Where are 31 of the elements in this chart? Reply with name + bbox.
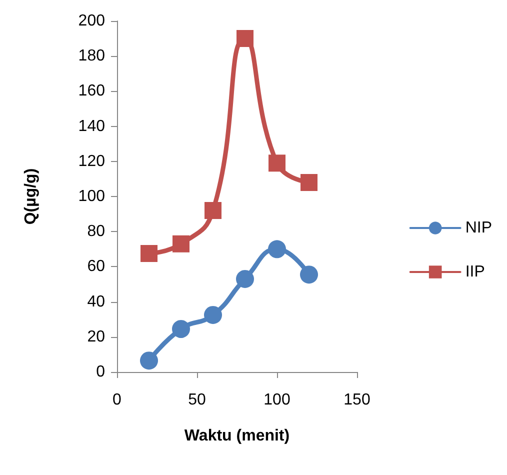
point [172, 235, 190, 252]
y-tick-label: 0 [96, 364, 106, 380]
point [236, 270, 254, 288]
point [268, 154, 286, 172]
y-tick-label: 120 [78, 152, 106, 170]
y-tick-label: 200 [78, 12, 106, 30]
y-tick-label: 160 [78, 82, 106, 100]
point [172, 320, 190, 338]
y-tick-label: 80 [87, 223, 106, 240]
y-tick-label: 20 [87, 328, 106, 346]
x-tick-label: 100 [264, 392, 290, 408]
point [140, 352, 158, 370]
y-tick-label: 180 [78, 48, 106, 65]
x-tick-label: 50 [188, 392, 206, 408]
x-tick-label: 0 [112, 392, 122, 408]
legend-label: IIP [465, 264, 485, 280]
point [204, 202, 222, 220]
point [140, 245, 158, 262]
point [268, 240, 286, 258]
y-axis-title: Q(µg/g) [22, 168, 40, 225]
point [300, 266, 318, 284]
point [236, 30, 254, 48]
x-axis-title: Waktu (menit) [184, 428, 290, 444]
x-tick-label: 150 [344, 392, 370, 408]
y-tick-label: 100 [78, 188, 106, 205]
point [204, 306, 222, 324]
point [300, 174, 318, 191]
y-tick-label: 60 [87, 258, 106, 276]
y-tick-label: 140 [78, 118, 106, 135]
y-tick-label: 40 [87, 293, 106, 310]
legend-label: NIP [465, 220, 492, 236]
